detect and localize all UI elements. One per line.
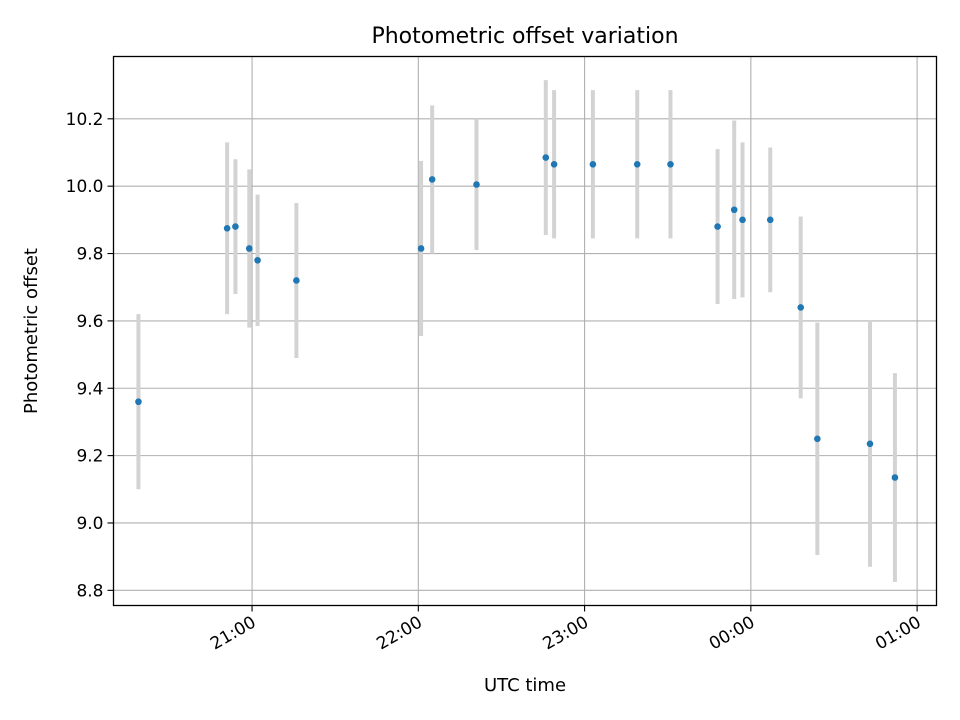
data-point — [232, 223, 239, 230]
data-point — [714, 223, 721, 230]
data-point — [814, 435, 821, 443]
x-tick-label: 22:00 — [373, 613, 425, 655]
y-axis-ticks: 8.8 9.0 9.2 9.4 9.6 9.8 10.0 10.2 — [66, 110, 114, 601]
y-tick-label: 9.0 — [76, 514, 103, 534]
data-point — [866, 440, 874, 448]
data-points — [135, 154, 899, 481]
data-point — [739, 216, 746, 224]
x-axis-ticks: 21:00 22:00 23:00 00:00 01:00 — [207, 605, 925, 655]
x-tick-label: 21:00 — [207, 613, 259, 655]
data-point — [135, 398, 142, 406]
x-tick-label: 00:00 — [706, 613, 758, 655]
grid — [113, 56, 937, 606]
y-axis-label: Photometric offset — [21, 248, 42, 414]
y-tick-label: 9.8 — [76, 245, 103, 265]
data-point — [473, 181, 480, 188]
data-point — [428, 176, 436, 183]
data-point — [730, 206, 738, 214]
x-tick-label: 01:00 — [872, 613, 924, 655]
data-point — [417, 245, 425, 252]
data-point — [542, 154, 550, 161]
data-point — [550, 160, 558, 168]
data-point — [633, 160, 641, 168]
data-point — [667, 160, 674, 168]
chart-title: Photometric offset variation — [371, 24, 678, 49]
data-point — [891, 474, 899, 481]
data-point — [766, 216, 774, 224]
data-point — [223, 224, 231, 232]
y-tick-label: 9.4 — [76, 379, 103, 399]
y-tick-label: 10.0 — [66, 177, 104, 197]
data-point — [245, 245, 253, 252]
y-tick-label: 10.2 — [66, 110, 104, 130]
x-axis-label: UTC time — [484, 675, 566, 696]
data-point — [293, 277, 300, 284]
y-tick-label: 8.8 — [76, 581, 103, 601]
x-tick-label: 23:00 — [540, 613, 592, 655]
data-point — [797, 304, 805, 311]
plot-frame — [112, 55, 938, 607]
data-point — [254, 256, 261, 264]
y-tick-label: 9.2 — [76, 447, 103, 467]
y-tick-label: 9.6 — [76, 312, 103, 332]
data-point — [589, 160, 597, 168]
